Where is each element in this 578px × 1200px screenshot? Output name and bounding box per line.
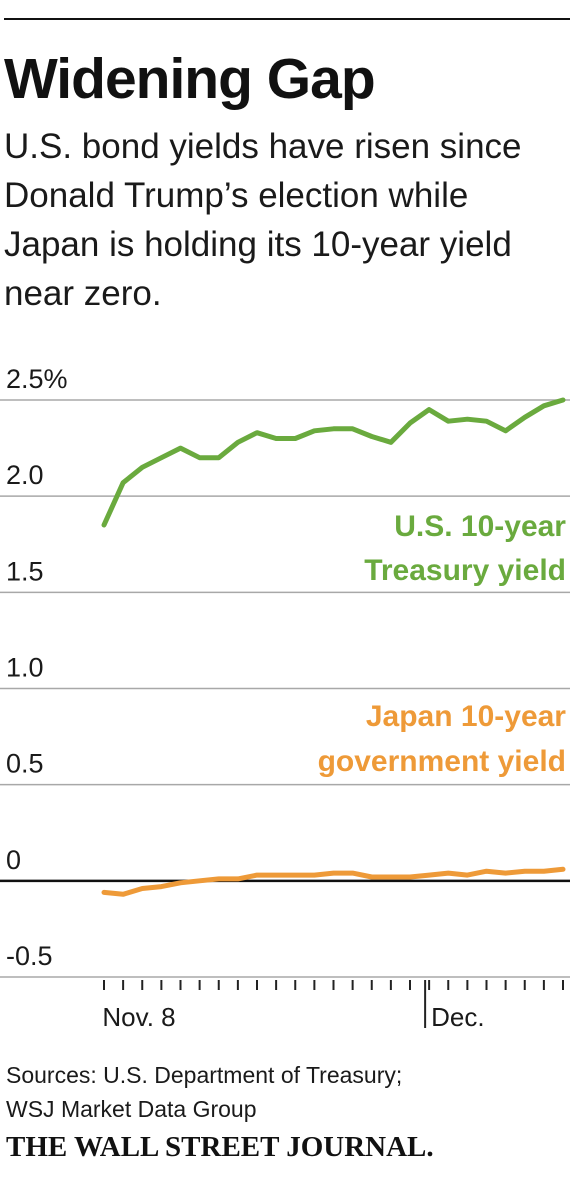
chart-title: Widening Gap bbox=[4, 47, 376, 111]
y-tick-label: 1.0 bbox=[6, 653, 44, 683]
y-axis-labels: 2.5% 2.0 1.5 1.0 0.5 0 -0.5 bbox=[6, 364, 68, 971]
us-yield-line bbox=[101, 397, 566, 528]
sources-note: Sources: U.S. Department of Treasury; WS… bbox=[6, 1058, 402, 1126]
y-tick-label: 0 bbox=[6, 845, 21, 875]
line-chart: 2.5% 2.0 1.5 1.0 0.5 0 -0.5 Nov. 8 Dec. U.S. 10… bbox=[0, 364, 570, 1032]
gridlines bbox=[0, 399, 570, 978]
japan-yield-line bbox=[101, 866, 566, 897]
us-series-label: Treasury yield bbox=[364, 554, 566, 587]
series-labels: U.S. 10-year Treasury yield Japan 10-year g… bbox=[318, 510, 567, 778]
publisher-credit: THE WALL STREET JOURNAL. bbox=[6, 1131, 434, 1163]
japan-series-label: government yield bbox=[318, 745, 566, 778]
japan-series-label: Japan 10-year bbox=[366, 700, 566, 733]
us-series-label: U.S. 10-year bbox=[394, 510, 566, 543]
y-tick-label: -0.5 bbox=[6, 941, 53, 971]
x-axis: Nov. 8 Dec. bbox=[102, 980, 564, 1032]
sources-line-2: WSJ Market Data Group bbox=[6, 1096, 257, 1122]
x-tick-label: Nov. 8 bbox=[102, 1002, 175, 1032]
top-rule bbox=[4, 18, 570, 20]
y-tick-label: 2.0 bbox=[6, 460, 44, 490]
y-tick-label: 1.5 bbox=[6, 556, 44, 586]
sources-line-1: Sources: U.S. Department of Treasury; bbox=[6, 1062, 403, 1088]
x-tick-label: Dec. bbox=[431, 1002, 484, 1032]
y-tick-label: 2.5% bbox=[6, 364, 68, 394]
series-lines bbox=[101, 397, 566, 897]
y-tick-label: 0.5 bbox=[6, 749, 44, 779]
chart-subtitle: U.S. bond yields have risen since Donald… bbox=[4, 127, 522, 313]
